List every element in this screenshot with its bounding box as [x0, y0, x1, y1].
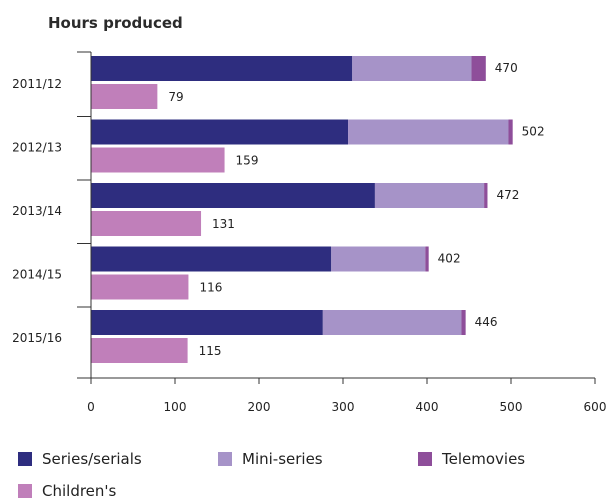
childrens-label-2012-13: 159: [236, 154, 259, 168]
bar-telemovies-2013-14: [484, 183, 488, 208]
bar-series-serials-2013-14: [91, 183, 375, 208]
total-label-2013-14: 472: [496, 188, 519, 202]
bar-mini-series-2014-15: [331, 246, 426, 272]
bar-telemovies-2015-16: [461, 310, 466, 335]
bar-mini-series-2015-16: [322, 310, 462, 335]
legend-swatch-childrens: [18, 484, 32, 498]
axes-group: 2011/12 2012/13 2013/14 2014/15 2015/16 0 100 2…: [12, 51, 607, 414]
category-label-2011-12: 2011/12: [12, 77, 62, 91]
legend-label-mini-series: Mini-series: [242, 450, 323, 468]
bar-mini-series-2011-12: [352, 56, 472, 81]
category-label-2015-16: 2015/16: [12, 331, 62, 345]
bar-telemovies-2014-15: [425, 246, 429, 272]
x-tick-label-400: 400: [416, 400, 439, 414]
x-tick-label-500: 500: [500, 400, 523, 414]
bar-telemovies-2012-13: [508, 119, 513, 145]
bar-childrens-2012-13: [91, 147, 225, 173]
x-tick-label-100: 100: [164, 400, 187, 414]
legend-swatch-telemovies: [418, 452, 432, 466]
childrens-label-2015-16: 115: [199, 344, 222, 358]
category-label-2013-14: 2013/14: [12, 204, 62, 218]
bar-telemovies-2011-12: [471, 56, 486, 81]
legend-label-series-serials: Series/serials: [42, 450, 142, 468]
total-label-2015-16: 446: [475, 315, 498, 329]
legend-swatch-mini-series: [218, 452, 232, 466]
legend-label-telemovies: Telemovies: [442, 450, 526, 468]
total-label-2012-13: 502: [522, 125, 545, 139]
bar-series-serials-2015-16: [91, 310, 323, 335]
legend-item-mini-series: Mini-series: [218, 450, 323, 468]
category-label-2014-15: 2014/15: [12, 268, 62, 282]
total-label-2011-12: 470: [495, 61, 518, 75]
bar-series-serials-2011-12: [91, 56, 353, 81]
bar-childrens-2015-16: [91, 338, 188, 363]
bar-childrens-2013-14: [91, 211, 202, 236]
bar-series-serials-2014-15: [91, 246, 332, 272]
x-tick-label-0: 0: [87, 400, 95, 414]
x-tick-label-600: 600: [584, 400, 607, 414]
legend: Series/serials Mini-series Telemovies Ch…: [18, 446, 603, 504]
legend-label-childrens: Children's: [42, 482, 117, 500]
chart-title: Hours produced: [48, 14, 183, 32]
childrens-label-2011-12: 79: [168, 90, 183, 104]
bars-group: 470 79 502 159 472 131 402 116 446 115: [91, 56, 545, 363]
bar-mini-series-2013-14: [374, 183, 485, 208]
x-tick-label-200: 200: [248, 400, 271, 414]
category-label-2012-13: 2012/13: [12, 141, 62, 155]
bar-series-serials-2012-13: [91, 119, 349, 145]
childrens-label-2014-15: 116: [199, 281, 222, 295]
bar-childrens-2014-15: [91, 274, 189, 300]
total-label-2014-15: 402: [438, 252, 461, 266]
legend-item-telemovies: Telemovies: [418, 450, 525, 468]
legend-item-childrens: Children's: [18, 482, 116, 500]
bar-mini-series-2012-13: [348, 119, 509, 145]
legend-swatch-series-serials: [18, 452, 32, 466]
childrens-label-2013-14: 131: [212, 217, 235, 231]
chart-canvas: Hours produced 470 79 502 159 472 131 402 116 44…: [12, 14, 607, 414]
bar-childrens-2011-12: [91, 84, 158, 109]
legend-item-series-serials: Series/serials: [18, 450, 142, 468]
x-tick-label-300: 300: [332, 400, 355, 414]
